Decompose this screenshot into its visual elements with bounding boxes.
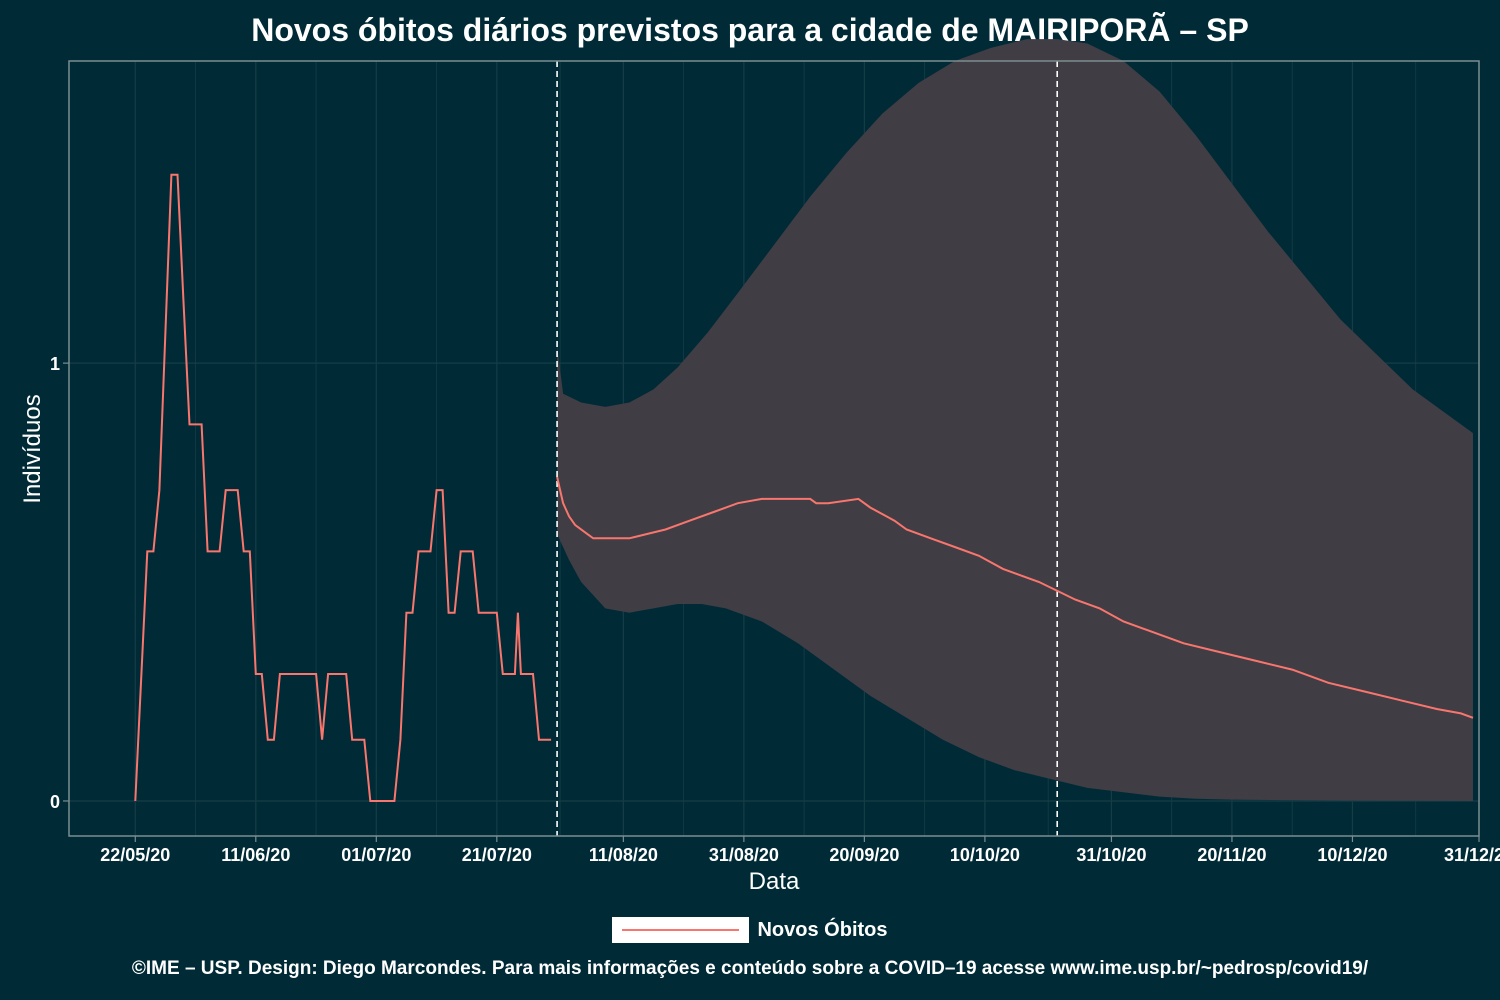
legend-key-novos-obitos (612, 917, 750, 943)
confidence-band (557, 39, 1473, 801)
x-axis-ticks: 22/05/20 11/06/20 01/07/20 21/07/20 11/08/20… (100, 836, 1500, 865)
x-tick-label: 01/07/20 (341, 845, 411, 865)
caption: ©IME – USP. Design: Diego Marcondes. Par… (131, 958, 1369, 979)
series-line-observed (134, 173, 552, 802)
confidence-band-layer (557, 39, 1473, 801)
x-tick-label: 10/12/20 (1317, 845, 1387, 865)
series-layer (134, 173, 1474, 802)
x-tick-label: 31/10/20 (1076, 845, 1146, 865)
x-tick-label: 20/11/20 (1197, 845, 1266, 865)
reference-lines-layer (556, 61, 1059, 836)
x-tick-label: 31/12/20 (1444, 845, 1500, 865)
x-tick-label: 21/07/20 (462, 845, 532, 865)
series-line-forecast (556, 476, 1474, 719)
y-tick-label: 1 (50, 354, 60, 374)
x-tick-label: 31/08/20 (709, 845, 779, 865)
x-tick-label: 20/09/20 (829, 845, 899, 865)
x-axis-label: Data (749, 868, 800, 895)
x-tick-label: 11/06/20 (221, 845, 290, 865)
y-axis-label: Indivíduos (19, 394, 46, 503)
y-axis-ticks: 01 (50, 354, 69, 812)
plot-border (68, 60, 1480, 837)
x-tick-label: 10/10/20 (950, 845, 1020, 865)
legend: Novos Óbitos (0, 917, 1500, 943)
x-tick-label: 22/05/20 (100, 845, 170, 865)
legend-label-novos-obitos: Novos Óbitos (757, 918, 888, 941)
y-tick-label: 0 (50, 792, 60, 812)
chart-title: Novos óbitos diários previstos para a ci… (251, 12, 1249, 48)
x-tick-label: 11/08/20 (589, 845, 658, 865)
